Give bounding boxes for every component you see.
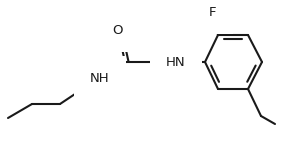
Text: F: F (209, 6, 217, 18)
Text: HN: HN (166, 56, 186, 69)
Text: O: O (113, 24, 123, 36)
Text: NH: NH (90, 72, 110, 84)
